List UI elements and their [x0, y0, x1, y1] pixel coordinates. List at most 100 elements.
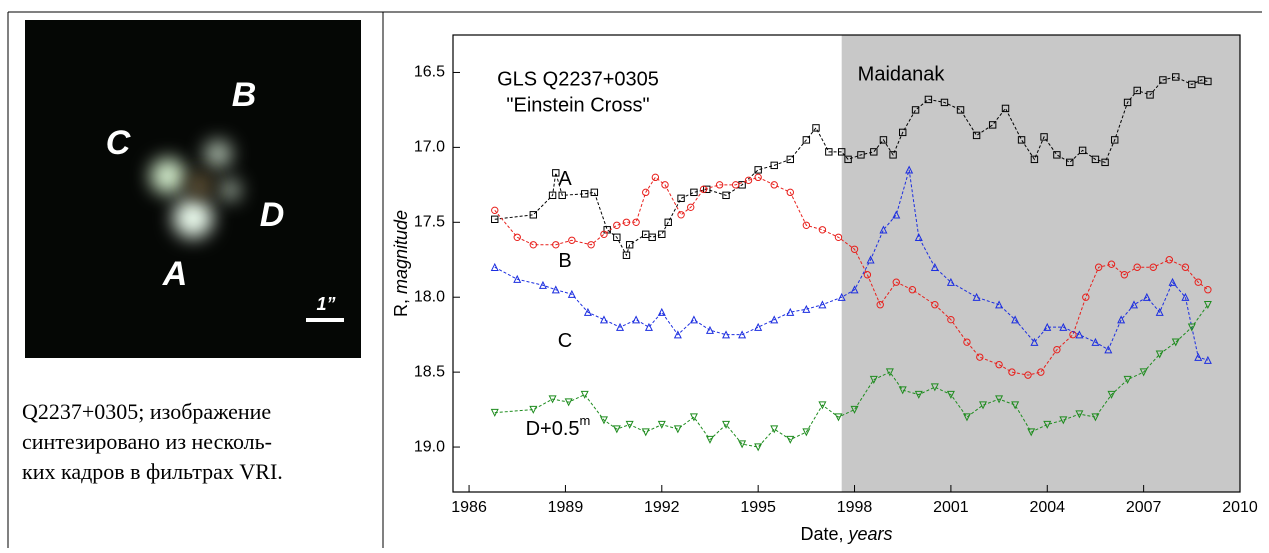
data-point [1181, 263, 1190, 271]
y-tick-label: 17.0 [414, 139, 445, 156]
data-point [690, 188, 698, 197]
data-point [837, 148, 846, 156]
series-label-text: C [558, 330, 572, 352]
data-point [491, 206, 499, 215]
data-point [899, 128, 907, 137]
scale-label: 1” [316, 294, 335, 314]
data-point [612, 425, 621, 434]
y-axis-label-unit: magnitude [391, 210, 411, 294]
data-point [641, 428, 650, 437]
data-point [1053, 151, 1061, 159]
data-point [885, 368, 894, 377]
data-point [1123, 98, 1132, 107]
x-tick-label: 2004 [1029, 499, 1065, 516]
data-point [914, 390, 923, 399]
data-point [963, 338, 971, 346]
data-point [632, 218, 640, 226]
data-point [914, 232, 923, 241]
data-point [1059, 416, 1068, 425]
x-axis-label-unit: years [847, 524, 893, 544]
data-point [946, 390, 955, 399]
data-point [622, 218, 631, 226]
data-point [1203, 355, 1212, 364]
data-point [616, 322, 625, 331]
data-point [1107, 390, 1116, 399]
data-point [898, 386, 907, 395]
data-point [1024, 371, 1032, 379]
data-point [1168, 277, 1177, 286]
data-point [1203, 301, 1212, 310]
data-point [677, 194, 685, 203]
data-point [802, 136, 811, 144]
series-label: C [558, 330, 572, 352]
data-point [1187, 323, 1196, 332]
data-point [1037, 368, 1045, 376]
data-point [911, 106, 920, 114]
series-label: A [558, 168, 572, 190]
chart: Maidanak 1986 1989 1992 1995 1998 2001 2004 2007… [391, 34, 1258, 544]
data-point [962, 413, 971, 422]
series-line [494, 304, 1209, 448]
data-point [972, 292, 981, 301]
data-point [722, 330, 731, 339]
data-point [770, 161, 778, 170]
data-point [558, 191, 566, 200]
data-point [599, 315, 608, 324]
data-point [979, 401, 988, 410]
data-point [1107, 260, 1116, 268]
data-point [600, 230, 608, 238]
data-point [1111, 136, 1119, 144]
data-point [731, 181, 740, 189]
data-point [930, 262, 939, 271]
data-point [754, 322, 763, 331]
quasar-image [204, 140, 232, 168]
data-point [818, 401, 827, 410]
data-point [1204, 77, 1212, 86]
data-point [995, 395, 1004, 404]
data-point [625, 241, 634, 249]
data-point [1011, 401, 1020, 410]
data-point [1001, 104, 1010, 113]
data-point [658, 230, 666, 238]
data-point [1123, 375, 1132, 384]
data-point [625, 420, 634, 429]
data-point [1133, 263, 1141, 271]
data-point [818, 300, 827, 309]
data-point [1075, 410, 1084, 419]
series-line [494, 169, 1209, 361]
y-tick-label: 18.5 [414, 363, 445, 380]
plot-frame [452, 34, 1241, 493]
region-label: Maidanak [858, 63, 946, 85]
chart-subtitle: "Einstein Cross" [506, 94, 649, 116]
series-label-text: A [558, 168, 572, 190]
data-point [1172, 73, 1180, 81]
y-axis-label-text: R, [391, 294, 411, 317]
data-point [870, 148, 878, 156]
data-point [699, 185, 708, 194]
data-point [1094, 263, 1103, 271]
quasar-image [219, 179, 241, 201]
series-label: D+0.5m [526, 413, 591, 440]
data-point [513, 233, 521, 241]
data-point [1082, 293, 1090, 301]
data-point [648, 233, 656, 241]
data-point [837, 292, 846, 301]
data-point [1181, 292, 1190, 301]
data-point [834, 413, 843, 422]
data-point [1030, 155, 1039, 164]
image-label: B [232, 76, 257, 114]
data-point [673, 425, 682, 434]
data-point [552, 169, 560, 177]
data-point [786, 155, 794, 164]
data-point [1155, 307, 1164, 316]
data-point [644, 322, 653, 331]
data-point [580, 390, 589, 399]
data-point [587, 241, 595, 249]
data-point [940, 98, 949, 107]
data-point [657, 307, 666, 316]
data-point [834, 233, 843, 241]
data-point [632, 315, 641, 324]
data-point [857, 151, 865, 159]
data-point [754, 173, 762, 182]
data-point [988, 121, 997, 129]
